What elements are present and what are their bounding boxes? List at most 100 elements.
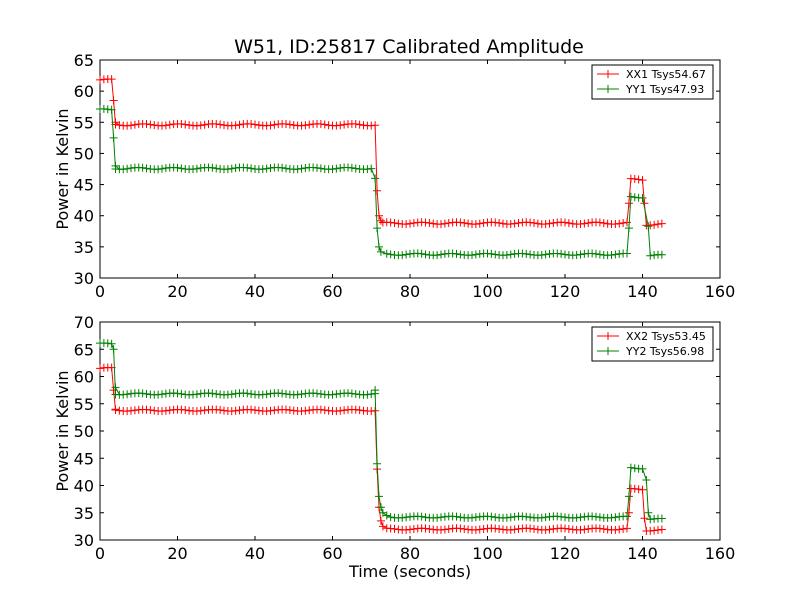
data-point xyxy=(526,218,535,227)
data-point xyxy=(650,220,659,229)
y-tick-label: 30 xyxy=(74,531,94,550)
data-point xyxy=(320,406,329,415)
data-point xyxy=(367,390,376,399)
data-point xyxy=(376,216,385,225)
data-point xyxy=(417,512,426,521)
y-tick-label: 30 xyxy=(74,269,94,288)
data-point xyxy=(270,406,279,415)
data-point xyxy=(161,121,170,130)
data-point xyxy=(216,406,225,415)
data-point xyxy=(177,164,186,173)
data-point xyxy=(611,513,620,522)
data-point xyxy=(332,164,341,173)
data-point xyxy=(251,120,259,129)
data-point xyxy=(654,220,662,229)
data-point xyxy=(181,120,190,129)
data-point xyxy=(96,75,104,84)
data-point xyxy=(495,219,504,228)
data-point xyxy=(530,524,538,533)
data-point xyxy=(599,525,608,534)
data-point xyxy=(127,121,135,130)
data-point xyxy=(576,513,585,522)
data-point xyxy=(541,513,550,522)
data-point xyxy=(293,165,302,174)
y-tick-label: 35 xyxy=(74,504,94,523)
data-point xyxy=(510,219,519,228)
data-point xyxy=(506,250,515,259)
data-point xyxy=(541,250,550,259)
data-point xyxy=(386,250,395,259)
data-point xyxy=(642,476,651,485)
legend-box xyxy=(591,64,714,100)
data-point xyxy=(247,389,256,398)
data-point xyxy=(127,164,135,173)
data-point xyxy=(437,513,445,522)
data-point xyxy=(146,406,155,415)
data-point xyxy=(355,406,364,415)
x-tick-label: 120 xyxy=(550,282,581,301)
data-point xyxy=(452,249,461,258)
data-point xyxy=(127,406,135,415)
data-point xyxy=(646,515,655,524)
y-tick-label: 45 xyxy=(74,176,94,195)
data-point xyxy=(595,218,604,227)
data-point xyxy=(196,121,205,130)
x-tick-label: 0 xyxy=(95,544,105,563)
data-point xyxy=(615,525,624,534)
data-point xyxy=(402,513,411,522)
data-point xyxy=(657,514,666,523)
data-point xyxy=(285,120,294,129)
y-axis-label: Power in Kelvin xyxy=(53,370,72,491)
data-point xyxy=(235,406,244,415)
data-point xyxy=(584,218,593,227)
data-point xyxy=(615,219,624,228)
y-tick-label: 55 xyxy=(74,395,94,414)
data-point xyxy=(130,406,139,415)
data-point xyxy=(313,389,321,398)
x-tick-label: 140 xyxy=(627,544,658,563)
data-point xyxy=(103,339,112,348)
data-point xyxy=(316,164,325,173)
data-point xyxy=(592,512,600,521)
x-tick-label: 140 xyxy=(627,282,658,301)
legend-label: XX2 Tsys53.45 xyxy=(626,330,706,343)
legend: XX2 Tsys53.45 YY2 Tsys56.98 xyxy=(591,326,714,362)
legend-marker xyxy=(604,85,612,93)
data-point xyxy=(471,513,480,522)
y-tick-label: 70 xyxy=(74,313,94,332)
data-point xyxy=(200,406,209,415)
data-point xyxy=(266,406,275,415)
data-point xyxy=(109,96,118,105)
data-point xyxy=(243,163,252,172)
data-point xyxy=(231,121,240,130)
data-point xyxy=(440,219,449,228)
data-point xyxy=(181,406,190,415)
legend-marker xyxy=(604,332,612,340)
data-point xyxy=(638,193,647,202)
data-point xyxy=(657,525,666,534)
data-point xyxy=(576,250,585,259)
x-tick-label: 60 xyxy=(322,544,342,563)
data-point xyxy=(373,186,382,195)
y-tick-label: 55 xyxy=(74,113,94,132)
data-point xyxy=(227,390,236,399)
data-point xyxy=(634,175,643,184)
data-point xyxy=(592,249,600,258)
data-point xyxy=(278,389,287,398)
data-point xyxy=(301,406,310,415)
legend: XX1 Tsys54.67 YY1 Tsys47.93 xyxy=(591,64,714,100)
data-point xyxy=(456,218,465,227)
data-point xyxy=(320,120,329,129)
x-tick-label: 20 xyxy=(167,282,187,301)
legend-label: YY2 Tsys56.98 xyxy=(625,345,704,358)
data-point xyxy=(406,219,414,228)
y-tick-label: 60 xyxy=(74,368,94,387)
data-point xyxy=(626,463,635,472)
data-point xyxy=(251,406,259,415)
data-point xyxy=(340,120,349,129)
data-point xyxy=(640,514,649,523)
x-tick-label: 100 xyxy=(472,544,503,563)
data-point xyxy=(624,199,633,208)
y-tick-label: 50 xyxy=(74,144,94,163)
data-point xyxy=(650,526,659,535)
